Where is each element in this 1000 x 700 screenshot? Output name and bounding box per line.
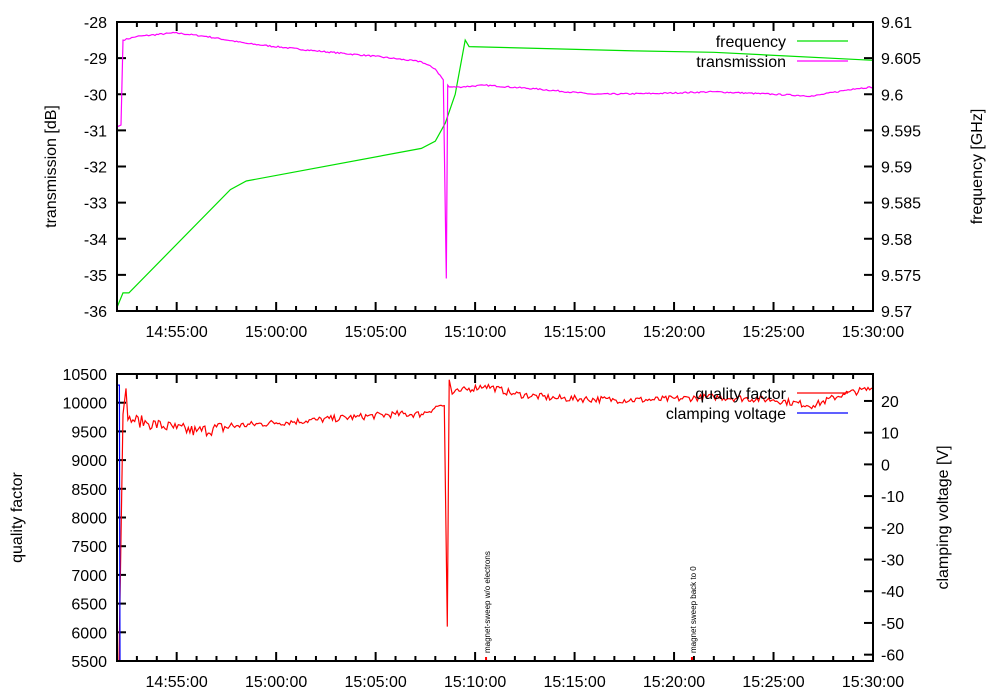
x-tick-label: 15:25:00 (742, 674, 804, 691)
y-tick-label: 7000 (71, 568, 107, 585)
y2-tick-label: 9.605 (881, 51, 921, 68)
x-tick-label: 15:30:00 (842, 674, 904, 691)
y2-tick-label: 20 (881, 394, 899, 411)
legend-label-transmission: transmission (696, 54, 786, 71)
y-tick-label: -32 (84, 160, 107, 177)
y2-tick-label: -40 (881, 584, 904, 601)
y2-tick-label: 10 (881, 426, 899, 443)
y-tick-label: 5500 (71, 654, 107, 671)
series-line-frequency (116, 38, 874, 308)
y2-tick-label: 9.58 (881, 232, 912, 249)
legend-label-clamping-voltage: clamping voltage (666, 406, 786, 423)
y-tick-label: -35 (84, 268, 107, 285)
y-tick-label: 7500 (71, 539, 107, 556)
y-tick-label: 6500 (71, 597, 107, 614)
y2-tick-label: -60 (881, 648, 904, 665)
y-axis-label: transmission [dB] (43, 105, 60, 228)
x-tick-label: 15:25:00 (742, 324, 804, 341)
x-tick-label: 14:55:00 (146, 674, 208, 691)
y2-tick-label: -20 (881, 521, 904, 538)
y-tick-label: -31 (84, 123, 107, 140)
y2-axis-label: frequency [GHz] (969, 109, 986, 225)
y-tick-label: 8000 (71, 511, 107, 528)
y-tick-label: 9000 (71, 453, 107, 470)
x-tick-label: 15:05:00 (344, 674, 406, 691)
y2-tick-label: 9.585 (881, 196, 921, 213)
y2-tick-label: -30 (881, 553, 904, 570)
x-tick-label: 15:05:00 (344, 324, 406, 341)
y-tick-label: 10500 (63, 367, 108, 384)
x-tick-label: 15:30:00 (842, 324, 904, 341)
y2-tick-label: 9.575 (881, 268, 921, 285)
y2-tick-label: 9.61 (881, 15, 912, 32)
y2-tick-label: 9.6 (881, 87, 903, 104)
plot-frame (116, 21, 874, 312)
y2-tick-label: 0 (881, 457, 890, 474)
series-line-quality-factor (118, 379, 873, 662)
y2-tick-label: 9.59 (881, 160, 912, 177)
series-line-clamping-voltage (118, 384, 121, 662)
y2-tick-label: -10 (881, 489, 904, 506)
x-tick-label: 15:10:00 (444, 324, 506, 341)
x-tick-label: 15:00:00 (245, 674, 307, 691)
x-tick-label: 15:10:00 (444, 674, 506, 691)
annotation-label: magnet-sweep w/o electrons (483, 551, 492, 653)
x-tick-label: 15:00:00 (245, 324, 307, 341)
x-tick-label: 15:20:00 (643, 674, 705, 691)
y-tick-label: -28 (84, 15, 107, 32)
y-tick-label: -36 (84, 304, 107, 321)
y-tick-label: -34 (84, 232, 107, 249)
y2-tick-label: 9.595 (881, 123, 921, 140)
plot-frame (116, 373, 874, 662)
series-line-transmission (116, 31, 874, 279)
y-tick-label: 6000 (71, 625, 107, 642)
x-tick-label: 15:15:00 (543, 324, 605, 341)
legend-label-frequency: frequency (716, 34, 786, 51)
y-axis-label: quality factor (9, 471, 26, 562)
legend-label-quality-factor: quality factor (695, 386, 786, 403)
y-tick-label: 9500 (71, 424, 107, 441)
annotation-label: magnet sweep back to 0 (689, 566, 698, 653)
y-tick-label: -29 (84, 51, 107, 68)
y2-tick-label: -50 (881, 616, 904, 633)
x-tick-label: 14:55:00 (146, 324, 208, 341)
y-tick-label: -33 (84, 196, 107, 213)
x-tick-label: 15:15:00 (543, 674, 605, 691)
x-tick-label: 15:20:00 (643, 324, 705, 341)
y2-axis-label: clamping voltage [V] (935, 445, 952, 589)
y-tick-label: 10000 (63, 396, 108, 413)
y2-tick-label: 9.57 (881, 304, 912, 321)
y-tick-label: -30 (84, 87, 107, 104)
y-tick-label: 8500 (71, 482, 107, 499)
